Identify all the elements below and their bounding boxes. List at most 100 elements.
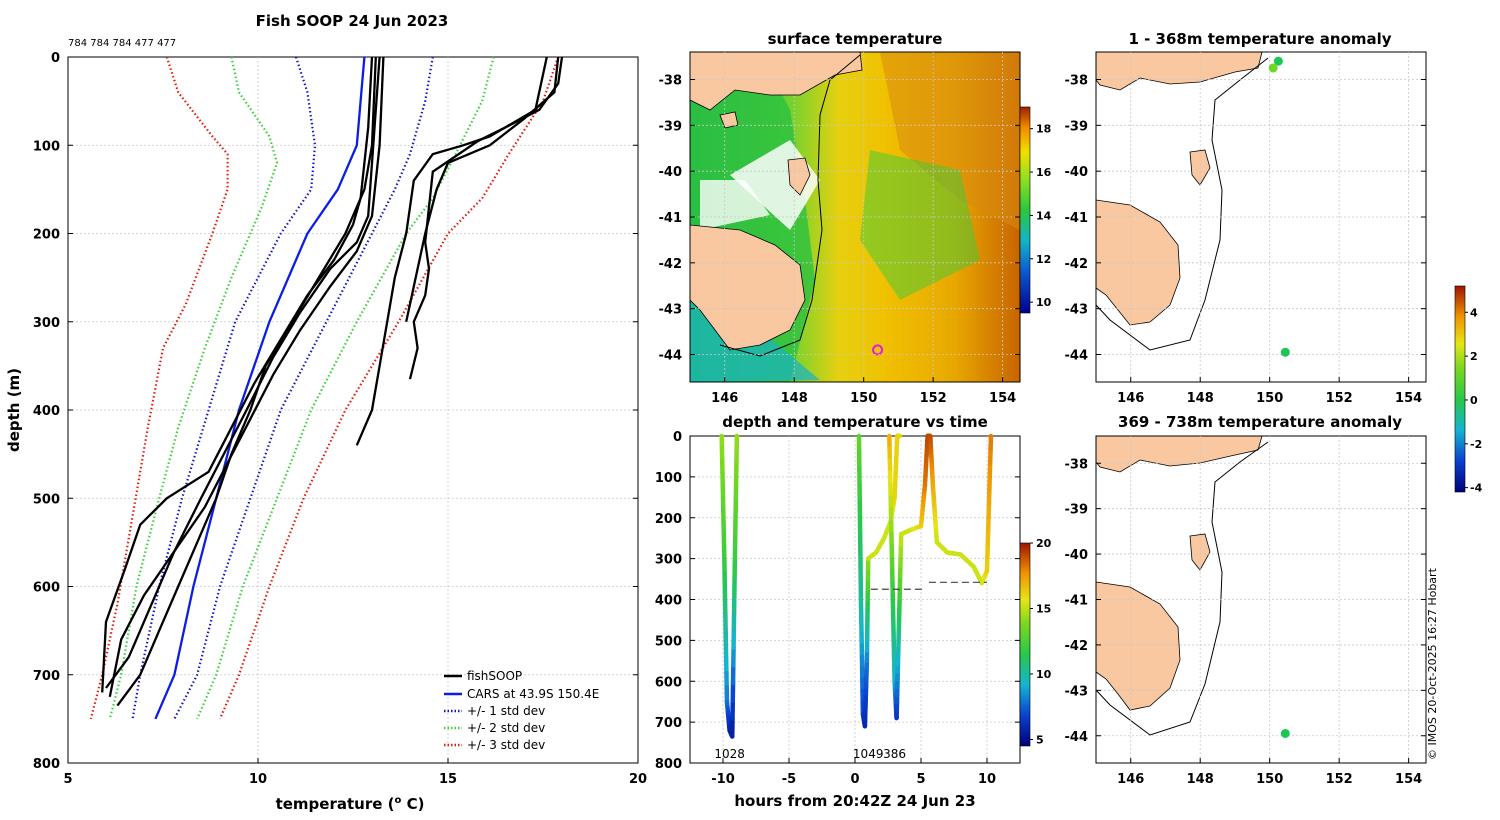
anomaly-lower-mainland <box>1095 435 1263 473</box>
anomaly-upper-map <box>1095 51 1269 351</box>
y-tick-label: -42 <box>659 257 683 272</box>
anomaly-upper-flinders <box>1189 149 1211 186</box>
time-annotation-1: 1049 <box>853 747 884 761</box>
x-tick-label: 154 <box>1395 391 1422 406</box>
y-tick-label: 200 <box>655 512 682 527</box>
sst-colorbar-label: 12 <box>1036 253 1051 266</box>
anomaly-upper-isobath <box>1095 57 1269 351</box>
legend-label-fishsoop: fishSOOP <box>467 669 522 683</box>
time-bottom-depth-lines <box>870 581 987 590</box>
anomaly-lower-isobath <box>1095 441 1269 736</box>
sst-map-gridlines <box>690 52 1020 382</box>
time-x-ticks: -10 -5 0 5 10 <box>711 758 996 787</box>
sst-cloud-gap-west <box>700 180 770 230</box>
profile-series-fishsoop-8 <box>105 56 381 689</box>
time-colorbar-label: 10 <box>1036 668 1052 681</box>
y-tick-label: -42 <box>1065 639 1089 654</box>
time-panel-title: depth and temperature vs time <box>722 413 988 431</box>
y-tick-label: 200 <box>33 228 60 243</box>
sst-map-y-ticks: -38 -39 -40 -41 -42 -43 -44 <box>659 74 1020 364</box>
profile-series-std2-3 <box>108 56 279 720</box>
time-annotations: 1028 1049 386 <box>714 747 906 761</box>
time-colorbar-ticks: 5 10 15 20 <box>1030 537 1052 746</box>
y-tick-label: -44 <box>1065 730 1089 745</box>
x-tick-label: 150 <box>850 391 877 406</box>
sst-colorbar-label: 18 <box>1036 123 1051 136</box>
anomaly-upper-points <box>1268 56 1290 357</box>
x-tick-label: 146 <box>1117 772 1144 787</box>
anomaly-lower-title: 369 - 738m temperature anomaly <box>1118 413 1402 431</box>
y-tick-label: -39 <box>1065 503 1089 518</box>
time-y-ticks: 0 100 200 300 400 500 600 700 800 <box>655 430 1020 772</box>
profile-x-axis-label: temperature (o C) <box>276 795 425 813</box>
y-tick-label: -44 <box>1065 349 1089 364</box>
x-tick-label: -10 <box>711 772 735 787</box>
x-tick-label: 146 <box>1117 391 1144 406</box>
anomaly-colorbar-label: 0 <box>1470 394 1478 407</box>
anomaly-lower-panel: 369 - 738m temperature anomaly 146 148 150… <box>1065 285 1483 787</box>
anomaly-upper-point-0 <box>1273 56 1283 66</box>
y-tick-label: 500 <box>655 634 682 649</box>
sst-colorbar-label: 16 <box>1036 166 1052 179</box>
anomaly-colorbar-label: -2 <box>1470 438 1482 451</box>
sst-colorbar-ticks: 10 12 14 16 18 <box>1030 123 1052 309</box>
y-tick-label: -43 <box>1065 684 1089 699</box>
anomaly-lower-points <box>1280 728 1290 738</box>
time-colorbar-label: 20 <box>1036 537 1052 550</box>
y-tick-label: 700 <box>655 716 682 731</box>
y-tick-label: 300 <box>655 553 682 568</box>
anomaly-colorbar-label: 2 <box>1470 350 1478 363</box>
anomaly-colorbar-label: 4 <box>1470 306 1478 319</box>
profile-gridlines <box>68 57 638 763</box>
y-tick-label: -41 <box>1065 211 1089 226</box>
legend-label-std3: +/- 3 std dev <box>467 738 545 752</box>
anomaly-lower-tasmania <box>1095 581 1181 711</box>
sst-map-panel: surface temperature 146 148 150 152 154 -38-… <box>659 30 1052 406</box>
profile-legend: fishSOOP CARS at 43.9S 150.4E +/- 1 std … <box>444 669 599 752</box>
sst-colorbar-label: 14 <box>1036 209 1052 222</box>
y-tick-label: -42 <box>1065 257 1089 272</box>
time-panel: depth and temperature vs time -10 -5 0 5 10 … <box>655 413 1052 810</box>
legend-label-std1: +/- 1 std dev <box>467 704 545 718</box>
profile-series-std3-5 <box>89 56 229 720</box>
anomaly-upper-title: 1 - 368m temperature anomaly <box>1128 30 1391 48</box>
x-tick-label: 152 <box>1326 391 1353 406</box>
y-tick-label: -40 <box>659 165 683 180</box>
profile-series-std1-2 <box>173 56 434 720</box>
y-tick-label: 500 <box>33 492 60 507</box>
y-tick-label: 100 <box>655 471 682 486</box>
x-tick-label: 154 <box>989 391 1016 406</box>
anomaly-lower-x-ticks: 146 148 150 152 154 <box>1117 758 1422 787</box>
x-tick-label: 10 <box>249 772 267 787</box>
y-tick-label: 300 <box>33 316 60 331</box>
y-tick-label: 400 <box>33 404 60 419</box>
sst-profile-location-marker <box>872 344 884 356</box>
profile-series-fishsoop-10 <box>108 56 385 698</box>
anomaly-lower-map <box>1095 435 1269 736</box>
y-tick-label: -44 <box>659 349 683 364</box>
x-tick-label: 148 <box>781 391 808 406</box>
profile-series-group <box>89 56 564 720</box>
x-tick-label: 152 <box>920 391 947 406</box>
profile-series-std3-6 <box>218 56 560 720</box>
anomaly-colorbar-ticks: -4 -2 0 2 4 <box>1465 306 1483 495</box>
page-title: Fish SOOP 24 Jun 2023 <box>256 12 449 30</box>
anomaly-upper-mainland <box>1095 51 1263 91</box>
y-tick-label: -38 <box>1065 457 1089 472</box>
anomaly-upper-point-1 <box>1268 63 1278 73</box>
x-tick-label: 20 <box>629 772 647 787</box>
profile-panel: Fish SOOP 24 Jun 2023 784 784 784 477 47… <box>5 12 647 813</box>
anomaly-colorbar <box>1454 285 1466 493</box>
x-tick-label: 148 <box>1187 772 1214 787</box>
sst-map-title: surface temperature <box>768 30 943 48</box>
sst-200m-isobath <box>719 54 861 357</box>
y-tick-label: 800 <box>655 757 682 772</box>
x-tick-label: 152 <box>1326 772 1353 787</box>
y-tick-label: 100 <box>33 139 60 154</box>
y-tick-label: -43 <box>1065 303 1089 318</box>
y-tick-label: 600 <box>655 675 682 690</box>
profile-y-ticks: 0 100 200 300 400 500 600 700 800 <box>33 51 638 772</box>
anomaly-colorbar-label: -4 <box>1470 482 1483 495</box>
x-tick-label: 10 <box>978 772 996 787</box>
